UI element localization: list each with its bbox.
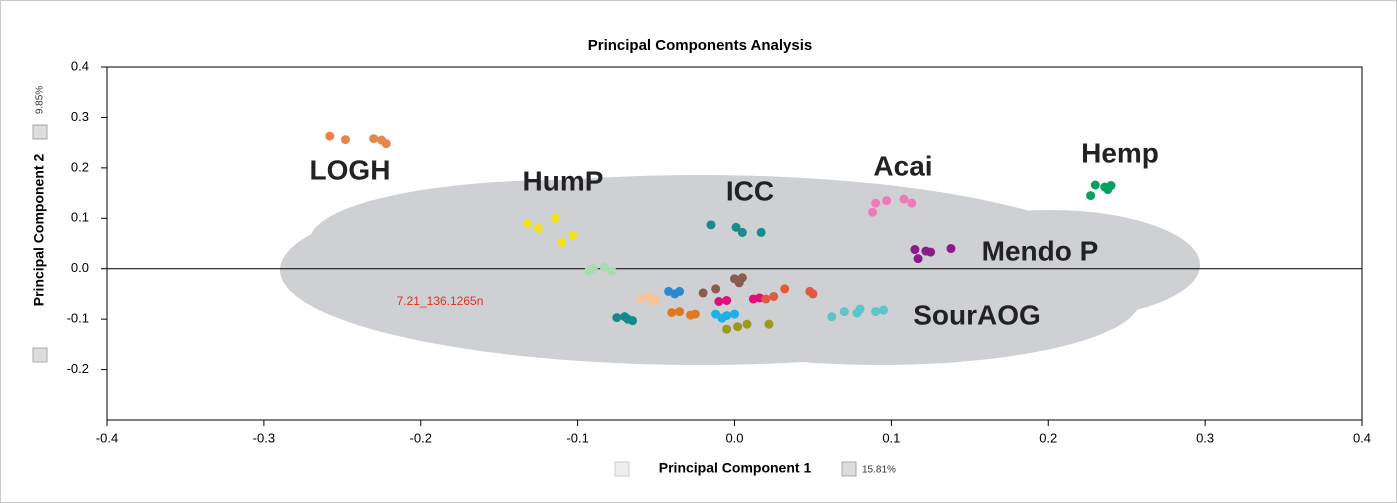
point [369, 134, 379, 144]
point [827, 312, 837, 322]
cluster-label: Acai [873, 150, 932, 181]
point [769, 291, 779, 301]
y-tick-label: 0.2 [71, 159, 89, 174]
point [868, 207, 878, 217]
cluster-label: Hemp [1081, 137, 1159, 168]
point [780, 284, 790, 294]
point [551, 213, 561, 223]
point [879, 305, 889, 315]
point [522, 218, 532, 228]
point [711, 284, 721, 294]
cluster-label: LOGH [310, 154, 391, 185]
x-tick-label: -0.2 [410, 430, 432, 445]
x-variance: 15.81% [862, 465, 896, 476]
x-tick-label: 0.1 [882, 430, 900, 445]
point [1086, 191, 1096, 201]
cluster-label: HumP [523, 165, 604, 196]
cluster-label: SourAOG [913, 299, 1041, 330]
y-tick-label: 0.3 [71, 109, 89, 124]
point [913, 254, 923, 264]
point [764, 319, 774, 329]
point [607, 266, 617, 276]
point [808, 289, 818, 299]
point [946, 244, 956, 254]
x-tick-label: 0.4 [1353, 430, 1371, 445]
y-axis-label: Principal Component 2 [31, 154, 47, 307]
point [899, 194, 909, 204]
point [756, 227, 766, 237]
point [667, 308, 677, 318]
point [648, 296, 658, 306]
chart-title: Principal Components Analysis [588, 37, 813, 54]
x-tick-label: 0.3 [1196, 430, 1214, 445]
point [623, 314, 633, 324]
scroll-down[interactable] [32, 347, 48, 363]
point [599, 262, 609, 272]
point [612, 313, 622, 323]
y-tick-label: -0.1 [67, 311, 89, 326]
point [533, 223, 543, 233]
point [325, 131, 335, 141]
point [737, 227, 747, 237]
cluster-label: Mendo P [982, 235, 1099, 266]
point [733, 322, 743, 332]
point [839, 307, 849, 317]
x-axis-label: Principal Component 1 [659, 460, 812, 476]
point [731, 222, 741, 232]
point [926, 247, 936, 257]
point [1103, 185, 1113, 195]
point [635, 294, 645, 304]
y-tick-label: -0.2 [67, 361, 89, 376]
point [855, 304, 865, 314]
point [871, 198, 881, 208]
point [1090, 180, 1100, 190]
y-tick-label: 0.4 [71, 58, 89, 73]
point [706, 220, 716, 230]
x-tick-label: -0.4 [96, 430, 118, 445]
y-tick-label: 0.0 [71, 260, 89, 275]
y-variance: 9.85% [35, 86, 46, 114]
point [882, 196, 892, 206]
point [730, 309, 739, 319]
y-tick-label: 0.1 [71, 210, 89, 225]
point [675, 286, 685, 296]
cluster-label: ICC [726, 175, 774, 206]
point [742, 319, 752, 329]
point [588, 264, 598, 274]
point [340, 135, 350, 145]
point [717, 313, 727, 323]
point [910, 245, 920, 255]
point [381, 139, 391, 149]
point [698, 288, 708, 298]
point [675, 307, 685, 317]
point [690, 309, 700, 319]
point [722, 324, 732, 334]
point [907, 198, 917, 208]
point [557, 237, 567, 247]
point [568, 230, 578, 240]
annotation: 7.21_136.1265n [397, 294, 484, 308]
point [761, 294, 771, 304]
x-tick-label: -0.1 [566, 430, 588, 445]
point [722, 295, 732, 305]
x-tick-label: 0.0 [725, 430, 743, 445]
scroll-left[interactable] [614, 461, 630, 477]
point [714, 296, 724, 306]
scroll-up[interactable] [32, 124, 48, 140]
x-tick-label: -0.3 [253, 430, 275, 445]
point [734, 278, 744, 288]
x-tick-label: 0.2 [1039, 430, 1057, 445]
point [871, 307, 881, 317]
scroll-right[interactable] [841, 461, 857, 477]
